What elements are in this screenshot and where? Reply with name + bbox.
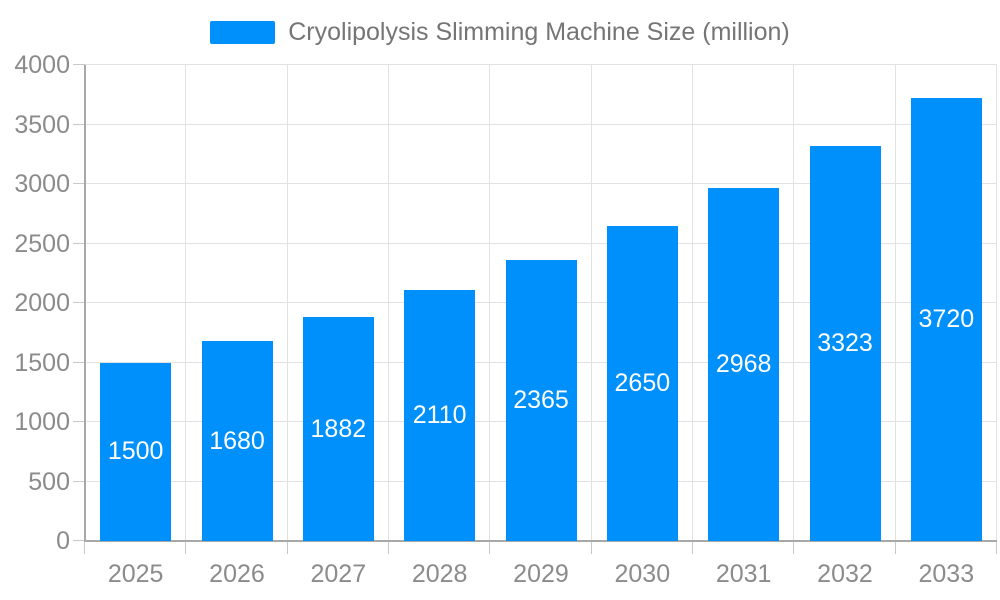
x-axis-tick: [793, 541, 795, 554]
x-axis-tick: [286, 541, 288, 554]
bar-value-label: 2365: [513, 385, 569, 414]
y-axis-line: [84, 65, 86, 541]
x-axis-tick: [590, 541, 592, 554]
y-axis-label: 2500: [14, 229, 70, 258]
bar-value-label: 2650: [614, 368, 671, 397]
x-axis-label: 2029: [513, 560, 569, 588]
bar[interactable]: 1500: [100, 362, 172, 541]
gridline-horizontal: [85, 64, 997, 65]
bar-value-label: 2968: [715, 349, 772, 378]
gridline-vertical: [286, 65, 288, 541]
bar[interactable]: 2968: [708, 187, 780, 541]
gridline-vertical: [489, 65, 491, 541]
gridline-vertical: [590, 65, 592, 541]
x-axis-tick: [388, 541, 389, 554]
bar-value-label: 1680: [209, 426, 265, 455]
bar[interactable]: 1680: [201, 341, 273, 541]
bar-value-label: 1500: [107, 437, 164, 466]
gridline-vertical: [388, 65, 389, 541]
y-axis-tick: [73, 183, 85, 184]
y-axis-label: 0: [56, 527, 70, 555]
y-axis-label: 2000: [14, 289, 70, 317]
gridline-horizontal: [85, 183, 997, 184]
y-axis-label: 1500: [14, 348, 70, 377]
x-axis-label: 2026: [209, 560, 265, 588]
y-axis-tick: [73, 302, 85, 303]
bar[interactable]: 2650: [606, 225, 678, 541]
bar[interactable]: 2110: [404, 289, 476, 541]
x-axis-label: 2032: [817, 560, 873, 588]
gridline-vertical: [185, 65, 187, 541]
gridline-vertical: [692, 65, 693, 541]
legend[interactable]: Cryolipolysis Slimming Machine Size (mil…: [0, 18, 1000, 46]
y-axis-tick: [73, 421, 85, 422]
gridline-horizontal: [85, 242, 997, 244]
x-axis-label: 2033: [918, 560, 975, 588]
legend-label: Cryolipolysis Slimming Machine Size (mil…: [288, 17, 790, 46]
bar[interactable]: 1882: [302, 317, 374, 541]
y-axis-label: 500: [28, 467, 70, 496]
gridline-vertical: [996, 65, 997, 541]
bar-value-label: 3720: [918, 305, 975, 334]
x-axis-label: 2030: [614, 560, 671, 588]
x-axis-tick: [185, 541, 187, 554]
y-axis-tick: [73, 242, 85, 244]
x-axis-label: 2027: [310, 560, 367, 588]
y-axis-label: 3500: [14, 110, 70, 139]
x-axis-label: 2025: [107, 560, 164, 588]
gridline-vertical: [894, 65, 896, 541]
bar[interactable]: 3720: [910, 98, 982, 541]
y-axis-tick: [73, 361, 85, 363]
bar-value-label: 2110: [412, 400, 467, 429]
y-axis-label: 1000: [14, 408, 70, 436]
y-axis-label: 4000: [14, 51, 70, 79]
bar-value-label: 1882: [310, 414, 367, 443]
x-axis-tick: [692, 541, 693, 554]
y-axis-tick: [73, 123, 85, 125]
x-axis-label: 2031: [715, 560, 772, 588]
x-axis-tick: [996, 541, 997, 554]
x-axis-tick: [489, 541, 491, 554]
y-axis-tick: [73, 64, 85, 65]
gridline-vertical: [793, 65, 795, 541]
y-axis-tick: [73, 540, 85, 541]
legend-swatch-icon: [210, 20, 276, 44]
gridline-horizontal: [85, 123, 997, 125]
y-axis-tick: [73, 480, 85, 482]
x-axis-line: [84, 540, 997, 542]
bar[interactable]: 2365: [505, 259, 577, 541]
x-axis-tick: [894, 541, 896, 554]
bar[interactable]: 3323: [809, 145, 881, 541]
bar-value-label: 3323: [817, 328, 873, 357]
x-axis-tick: [84, 541, 85, 554]
x-axis-label: 2028: [411, 560, 468, 588]
y-axis-label: 3000: [14, 170, 70, 198]
